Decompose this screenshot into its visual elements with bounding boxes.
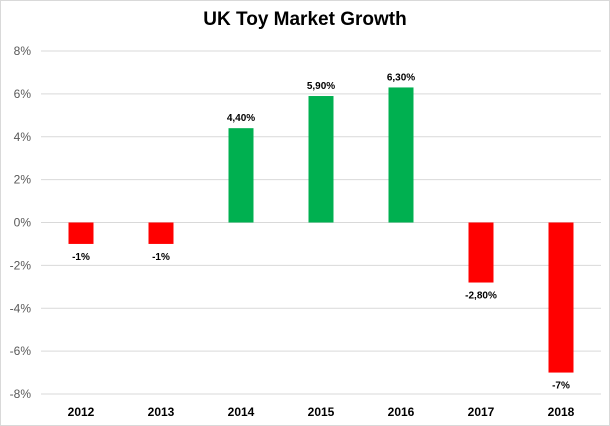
bar [388, 87, 414, 223]
y-tick-label: 8% [14, 44, 32, 58]
data-label: -1% [72, 252, 90, 263]
chart-title: UK Toy Market Growth [203, 9, 407, 30]
data-label: -7% [552, 381, 570, 392]
y-tick-label: 6% [14, 87, 32, 101]
data-label: 5,90% [307, 81, 335, 92]
x-tick-label: 2014 [228, 405, 255, 419]
y-tick-label: -8% [10, 387, 32, 401]
x-tick-label: 2018 [548, 405, 575, 419]
y-tick-label: 0% [14, 216, 32, 230]
y-tick-label: 4% [14, 130, 32, 144]
data-label: -2,80% [465, 291, 497, 302]
bar [228, 128, 254, 223]
bar [548, 222, 574, 373]
bar [148, 222, 174, 244]
bar [468, 222, 494, 283]
y-tick-label: -2% [10, 258, 32, 272]
data-label: -1% [152, 252, 170, 263]
bar [308, 96, 334, 223]
y-tick-label: -6% [10, 344, 32, 358]
x-tick-label: 2015 [308, 405, 335, 419]
data-label: 6,30% [387, 72, 415, 83]
x-tick-label: 2016 [388, 405, 415, 419]
y-tick-label: -4% [10, 301, 32, 315]
y-tick-label: 2% [14, 173, 32, 187]
x-tick-label: 2012 [68, 405, 95, 419]
bar [68, 222, 94, 244]
x-tick-label: 2013 [148, 405, 175, 419]
x-tick-label: 2017 [468, 405, 495, 419]
data-label: 4,40% [227, 113, 255, 124]
